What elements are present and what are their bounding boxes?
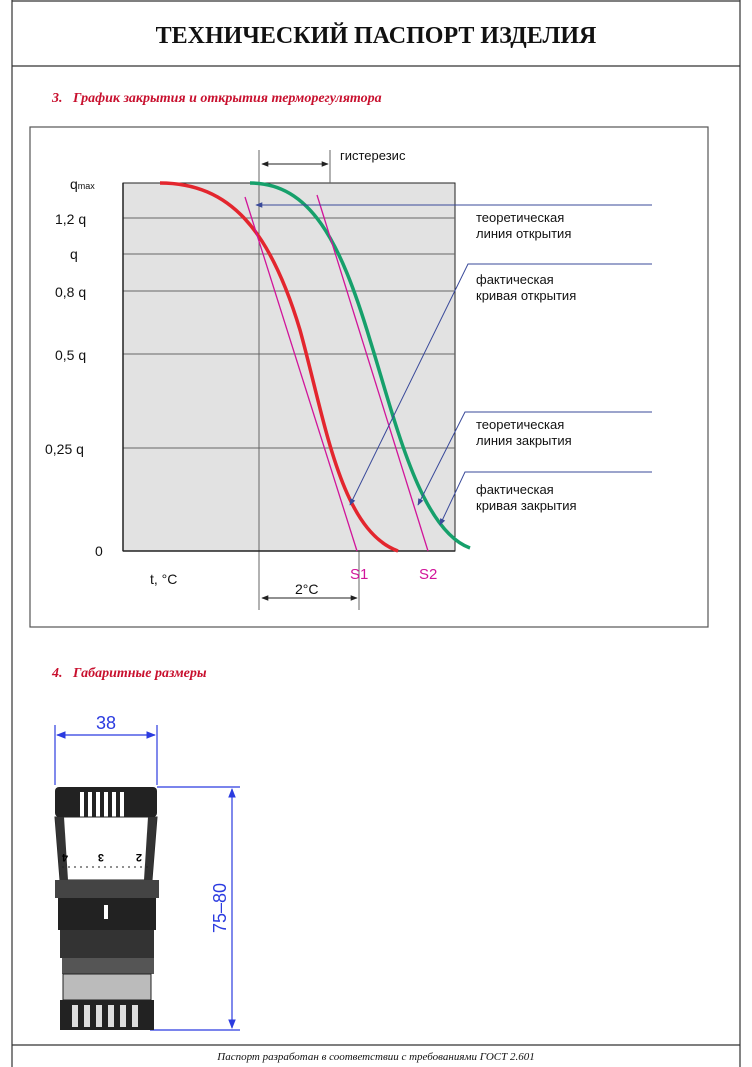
note: линия открытия (476, 226, 571, 241)
note: теоретическая (476, 417, 564, 432)
closing-curve (159, 181, 399, 553)
note: теоретическая (476, 210, 564, 225)
y-label: qmax (70, 176, 95, 192)
grid (122, 150, 455, 610)
footer: Паспорт разработан в соответствии с треб… (216, 1051, 534, 1063)
dial-mark: 2 (136, 851, 142, 863)
frame (11, 0, 741, 1067)
s1-label: S1 (350, 566, 368, 583)
note: линия закрытия (476, 433, 572, 448)
s2-label: S2 (419, 566, 437, 583)
hysteresis-label: гистерезис (340, 148, 406, 163)
width-label: 38 (96, 713, 116, 733)
y-label: 0,8 q (55, 284, 86, 300)
y-label: 1,2 q (55, 211, 86, 227)
page-title: ТЕХНИЧЕСКИЙ ПАСПОРТ ИЗДЕЛИЯ (156, 23, 597, 49)
note: кривая закрытия (476, 498, 577, 513)
leaders (255, 202, 652, 526)
thermostat-drawing: 4 3 2 (54, 787, 159, 1030)
dial-mark: 4 (61, 851, 68, 863)
y-label: 0 (95, 543, 103, 559)
y-label: 0,5 q (55, 347, 86, 363)
theoretical-closing-line (244, 196, 358, 552)
note: фактическая (476, 272, 554, 287)
note: кривая открытия (476, 288, 576, 303)
section-title: 4. Габаритные размеры (51, 666, 207, 681)
note: фактическая (476, 482, 554, 497)
y-labels: qmax 1,2 q q 0,8 q 0,5 q 0,25 q 0 t, °C … (45, 148, 437, 597)
dial-mark: 3 (98, 851, 104, 863)
x-axis-label: t, °C (150, 571, 177, 587)
dimensions (54, 725, 240, 1031)
section-title: 3. График закрытия и открытия терморегул… (51, 91, 382, 106)
y-label: q (70, 246, 78, 262)
plot-area (122, 182, 456, 552)
height-label: 75–80 (210, 883, 230, 933)
delta-label: 2°C (295, 581, 319, 597)
theoretical-opening-line (316, 194, 429, 552)
opening-curve (249, 181, 471, 550)
notes: теоретическая линия открытия фактическая… (476, 210, 577, 513)
y-label: 0,25 q (45, 441, 84, 457)
